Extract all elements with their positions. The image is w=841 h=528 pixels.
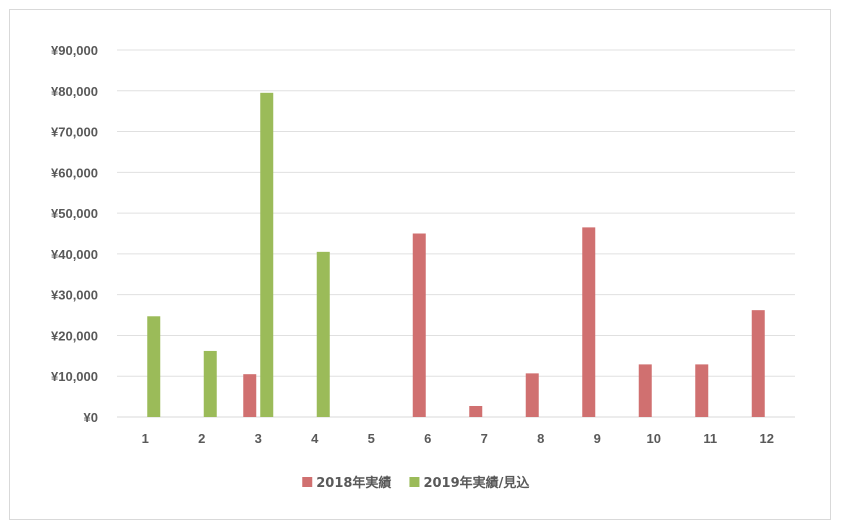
x-tick-label: 9	[594, 431, 601, 446]
legend-swatch-2019	[409, 477, 420, 487]
x-tick-label: 1	[142, 431, 149, 446]
bar-2018-month-3	[243, 374, 257, 417]
legend-label-2019: 2019年実績/見込	[423, 475, 530, 491]
bar-2018-month-11	[695, 364, 709, 417]
x-tick-label: 5	[368, 431, 375, 446]
x-tick-label: 12	[760, 431, 774, 446]
y-tick-label: ¥20,000	[51, 328, 98, 343]
bar-2019-month-4	[316, 251, 330, 417]
x-tick-label: 2	[198, 431, 205, 446]
bar-2018-month-12	[751, 310, 765, 417]
x-tick-label: 3	[255, 431, 262, 446]
legend-label-2018: 2018年実績	[316, 475, 391, 491]
bar-2018-month-10	[638, 364, 652, 417]
bar-2019-month-2	[203, 350, 217, 417]
y-tick-label: ¥50,000	[51, 206, 98, 221]
y-tick-label: ¥90,000	[51, 43, 98, 58]
y-tick-label: ¥30,000	[51, 288, 98, 303]
y-tick-label: ¥40,000	[51, 247, 98, 262]
bar-2018-month-8	[525, 373, 539, 417]
y-tick-label: ¥70,000	[51, 125, 98, 140]
y-tick-label: ¥60,000	[51, 165, 98, 180]
bar-2019-month-1	[147, 316, 161, 417]
x-tick-label: 7	[481, 431, 488, 446]
legend-swatch-2018	[302, 477, 313, 487]
bar-2018-month-6	[412, 233, 426, 417]
y-tick-label: ¥10,000	[51, 369, 98, 384]
x-tick-label: 8	[537, 431, 544, 446]
x-tick-label: 10	[647, 431, 661, 446]
y-tick-label: ¥80,000	[51, 84, 98, 99]
x-tick-label: 6	[424, 431, 431, 446]
y-tick-label: ¥0	[84, 410, 98, 425]
x-tick-label: 11	[703, 431, 717, 446]
x-tick-label: 4	[311, 431, 319, 446]
bar-2018-month-7	[469, 405, 483, 417]
bar-2018-month-9	[582, 227, 596, 417]
bar-2019-month-3	[260, 92, 274, 418]
